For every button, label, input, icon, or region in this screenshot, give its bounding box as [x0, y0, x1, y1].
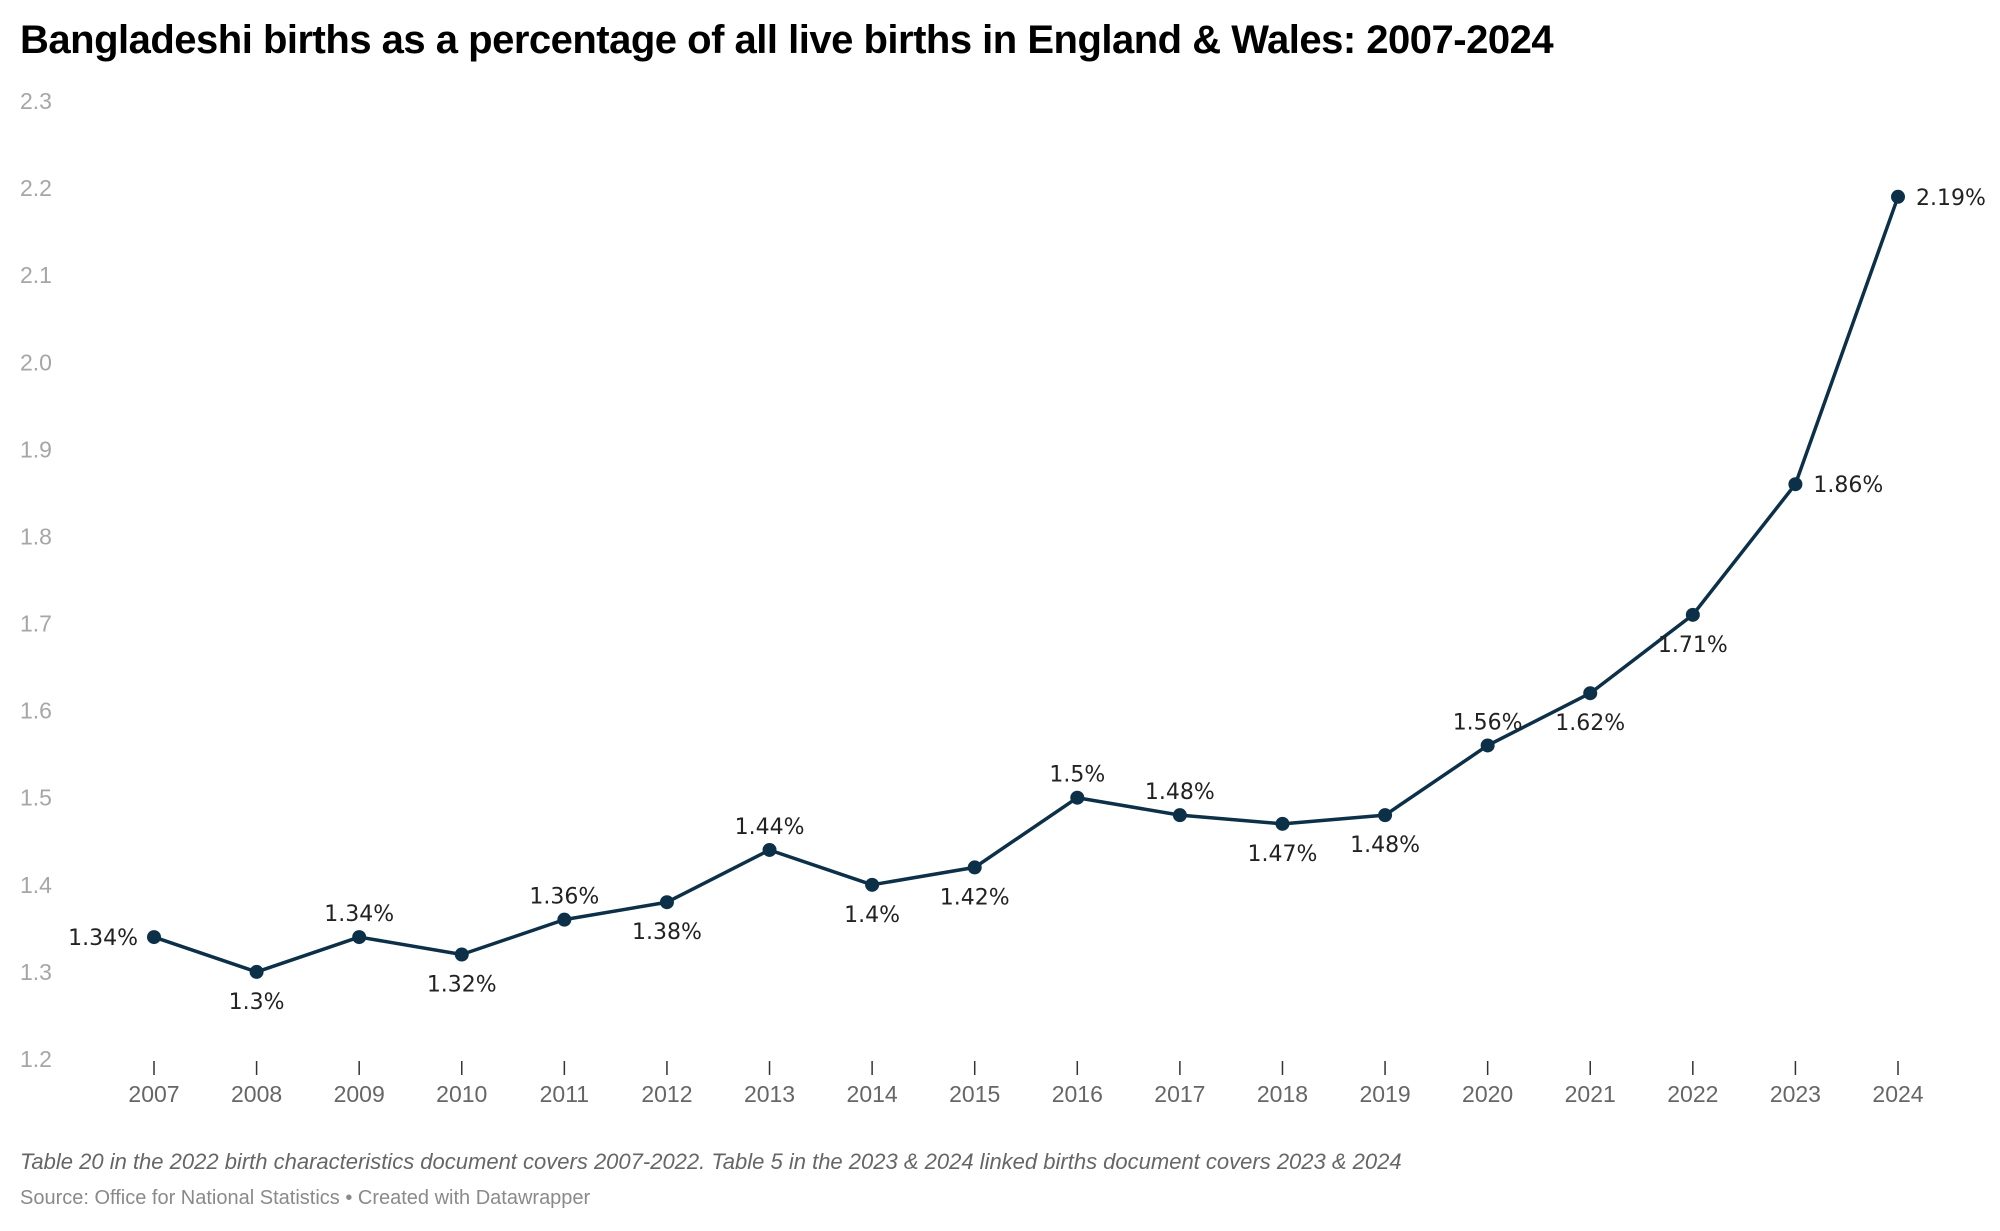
x-tick-label: 2019 [1359, 1081, 1410, 1107]
data-label: 1.34% [68, 926, 138, 951]
data-point [557, 912, 572, 927]
data-point [454, 947, 469, 962]
data-label: 1.32% [427, 972, 497, 997]
x-tick-label: 2010 [436, 1081, 487, 1107]
data-point [352, 930, 367, 945]
data-point [1070, 790, 1085, 805]
y-tick-label: 1.3 [20, 959, 52, 985]
x-tick-label: 2022 [1667, 1081, 1718, 1107]
x-tick-label: 2009 [334, 1081, 385, 1107]
data-point [1583, 686, 1598, 701]
data-point [865, 877, 880, 892]
y-tick-label: 1.5 [20, 785, 52, 811]
x-tick-label: 2024 [1872, 1081, 1923, 1107]
data-point [1685, 607, 1700, 622]
x-tick-label: 2021 [1565, 1081, 1616, 1107]
y-axis: 2.3 2.2 2.1 2.0 1.9 1.8 1.7 1.6 1.5 1.4 1.3 1.2 [20, 88, 52, 1072]
x-axis: 2007 2008 2009 2010 2011 2012 2013 2014 2015 2016… [128, 1061, 1924, 1107]
y-tick-label: 1.4 [20, 872, 52, 898]
x-tick-label: 2016 [1052, 1081, 1103, 1107]
x-tick-label: 2020 [1462, 1081, 1513, 1107]
y-tick-label: 1.9 [20, 436, 52, 462]
chart-source: Source: Office for National Statistics •… [20, 1187, 591, 1209]
data-label: 1.3% [229, 990, 285, 1015]
data-point [1480, 738, 1495, 753]
series-line [153, 196, 1900, 974]
data-label: 1.4% [844, 903, 900, 928]
data-point [1275, 816, 1290, 831]
data-point [147, 930, 161, 945]
data-label: 1.62% [1555, 711, 1625, 736]
series [147, 189, 1905, 979]
data-point [1378, 808, 1393, 823]
data-point [762, 842, 777, 857]
y-tick-label: 2.0 [20, 349, 52, 375]
x-tick-label: 2023 [1770, 1081, 1821, 1107]
data-label: 2.19% [1916, 186, 1986, 211]
data-point [1788, 477, 1803, 492]
y-tick-label: 1.2 [20, 1046, 52, 1072]
x-tick-label: 2008 [231, 1081, 282, 1107]
x-tick-label: 2018 [1257, 1081, 1308, 1107]
x-tick-label: 2007 [128, 1081, 179, 1107]
data-point [967, 860, 982, 875]
x-tick-label: 2012 [641, 1081, 692, 1107]
data-point [659, 895, 674, 910]
x-tick-label: 2011 [540, 1081, 589, 1107]
data-label: 1.48% [1145, 780, 1215, 805]
data-label: 1.47% [1248, 842, 1318, 867]
data-label: 1.56% [1453, 710, 1523, 735]
data-label: 1.86% [1813, 473, 1883, 498]
data-point [1172, 808, 1187, 823]
data-label: 1.36% [529, 885, 599, 910]
data-point [249, 964, 264, 979]
data-label: 1.38% [632, 920, 702, 945]
y-tick-label: 2.3 [20, 88, 52, 114]
chart-title: Bangladeshi births as a percentage of al… [20, 18, 1554, 62]
y-tick-label: 1.8 [20, 523, 52, 549]
data-label: 1.48% [1350, 833, 1420, 858]
data-label: 1.71% [1658, 633, 1728, 658]
y-tick-label: 1.6 [20, 698, 52, 724]
y-tick-label: 1.7 [20, 611, 52, 637]
data-label: 1.5% [1049, 763, 1105, 788]
x-tick-label: 2017 [1154, 1081, 1205, 1107]
chart-note: Table 20 in the 2022 birth characteristi… [20, 1149, 1402, 1174]
y-tick-label: 2.1 [20, 262, 52, 288]
data-label: 1.34% [324, 902, 394, 927]
y-tick-label: 2.2 [20, 175, 52, 201]
x-tick-label: 2014 [847, 1081, 898, 1107]
data-point [1891, 189, 1905, 204]
x-tick-label: 2013 [744, 1081, 795, 1107]
data-label: 1.42% [940, 885, 1010, 910]
data-label: 1.44% [735, 815, 805, 840]
x-tick-label: 2015 [949, 1081, 1000, 1107]
data-labels: 1.34% 1.3% 1.34% 1.32% 1.36% 1.38% 1.44% 1.4% 1.… [68, 186, 1986, 1015]
